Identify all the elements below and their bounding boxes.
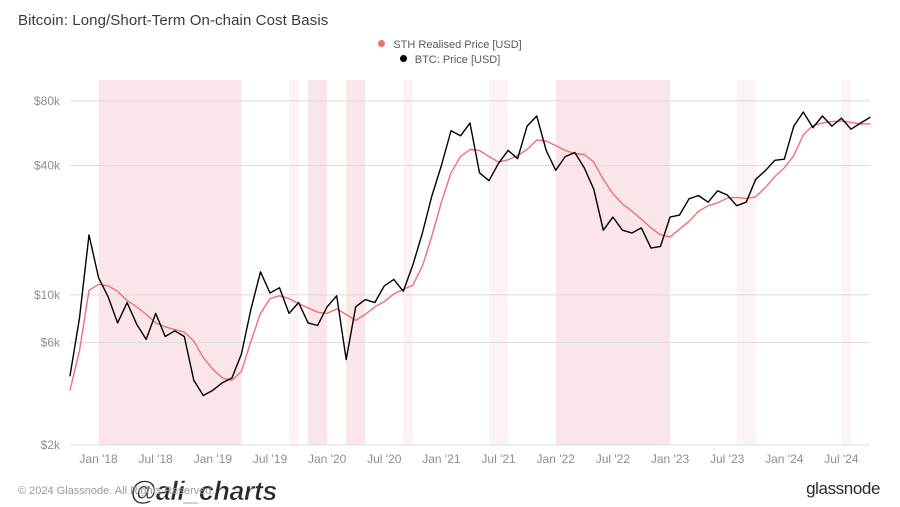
y-tick-label: $80k — [34, 94, 61, 108]
x-tick-label: Jul '19 — [253, 452, 288, 466]
shaded-band — [556, 80, 670, 445]
legend-item-btc: BTC: Price [USD] — [0, 53, 900, 68]
legend-dot-btc — [400, 55, 407, 62]
x-tick-label: Jul '18 — [139, 452, 174, 466]
x-tick-label: Jan '19 — [194, 452, 233, 466]
brand-logo: glassnode — [806, 479, 880, 499]
legend-label-btc: BTC: Price [USD] — [415, 54, 501, 66]
x-tick-label: Jan '18 — [79, 452, 118, 466]
chart-title: Bitcoin: Long/Short-Term On-chain Cost B… — [18, 12, 328, 29]
legend: STH Realised Price [USD] BTC: Price [USD… — [0, 38, 900, 68]
y-axis-ticks: $2k $6k $10k $40k $80k — [34, 94, 61, 452]
legend-item-sth: STH Realised Price [USD] — [0, 38, 900, 53]
x-tick-label: Jul '21 — [481, 452, 516, 466]
shaded-band — [841, 80, 851, 445]
y-tick-label: $6k — [41, 335, 61, 349]
shaded-band — [489, 80, 508, 445]
x-tick-label: Jan '24 — [765, 452, 804, 466]
x-tick-label: Jul '22 — [596, 452, 631, 466]
x-tick-label: Jul '24 — [824, 452, 859, 466]
x-tick-label: Jan '22 — [537, 452, 576, 466]
y-tick-label: $40k — [34, 158, 61, 172]
shaded-band — [737, 80, 756, 445]
x-tick-label: Jan '21 — [422, 452, 461, 466]
legend-label-sth: STH Realised Price [USD] — [393, 39, 521, 51]
legend-dot-sth — [378, 40, 385, 47]
page: Bitcoin: Long/Short-Term On-chain Cost B… — [0, 0, 900, 507]
x-tick-label: Jan '23 — [651, 452, 690, 466]
copyright: © 2024 Glassnode. All Rights Reserved. — [18, 485, 214, 497]
shaded-band — [308, 80, 327, 445]
y-tick-label: $2k — [41, 438, 61, 452]
shaded-band — [289, 80, 299, 445]
x-axis-ticks: Jan '18 Jul '18 Jan '19 Jul '19 Jan '20 Jul '… — [79, 452, 859, 466]
shaded-band — [99, 80, 242, 445]
shaded-band — [403, 80, 413, 445]
y-tick-label: $10k — [34, 288, 61, 302]
x-tick-label: Jul '20 — [367, 452, 402, 466]
shaded-band — [346, 80, 365, 445]
x-tick-label: Jul '23 — [710, 452, 745, 466]
chart: $2k$6k$10k$40k$80k Jan '18Jul '18Jan '19… — [70, 80, 870, 445]
x-tick-label: Jan '20 — [308, 452, 347, 466]
chart-svg: $2k$6k$10k$40k$80k Jan '18Jul '18Jan '19… — [70, 80, 870, 445]
